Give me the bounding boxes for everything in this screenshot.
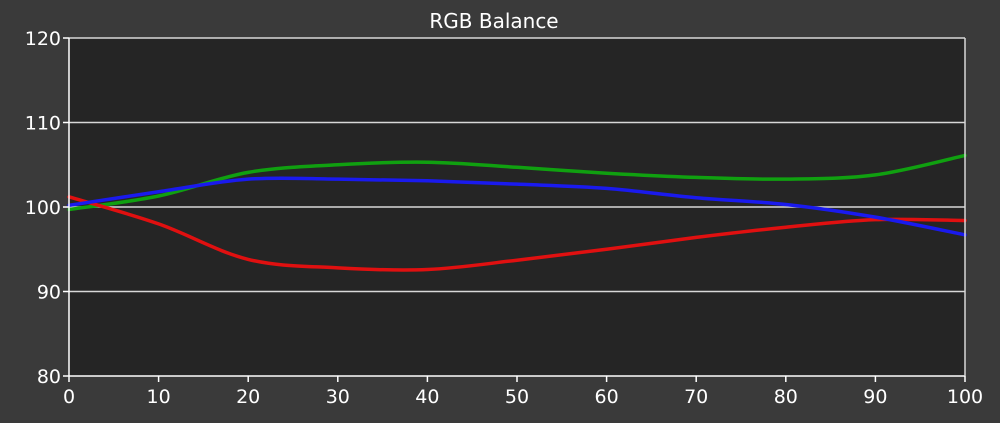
x-tick-label-40: 40 [415, 386, 439, 408]
x-tick-label-90: 90 [863, 386, 887, 408]
axes [63, 37, 966, 382]
series-line-green [67, 153, 967, 212]
x-tick-label-70: 70 [684, 386, 708, 408]
chart-title: RGB Balance [429, 9, 558, 33]
x-tick-label-80: 80 [774, 386, 798, 408]
x-tick-label-60: 60 [595, 386, 619, 408]
y-tick-label-120: 120 [25, 28, 61, 50]
y-tick-label-100: 100 [25, 197, 61, 219]
series-line-red [67, 195, 967, 272]
series-lines [67, 153, 967, 272]
gridlines [69, 37, 965, 293]
tick-labels: 80 90 100 110 120 0 10 20 30 40 50 60 70 80 90 100 [25, 28, 983, 408]
x-tick-label-20: 20 [236, 386, 260, 408]
x-tick-label-10: 10 [147, 386, 171, 408]
x-tick-label-0: 0 [63, 386, 75, 408]
y-tick-label-110: 110 [25, 113, 61, 135]
x-tick-label-30: 30 [326, 386, 350, 408]
x-tick-label-100: 100 [947, 386, 983, 408]
y-tick-label-90: 90 [37, 282, 61, 304]
x-tick-label-50: 50 [505, 386, 529, 408]
series-line-blue [67, 176, 967, 237]
y-tick-label-80: 80 [37, 366, 61, 388]
